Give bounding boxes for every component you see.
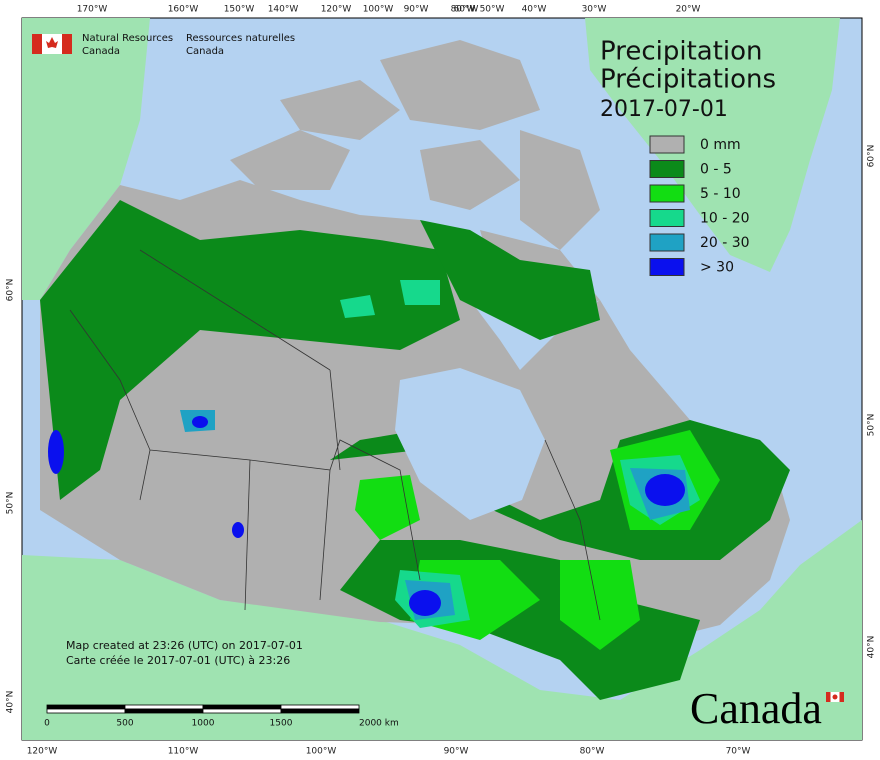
legend-label: > 30 bbox=[700, 260, 734, 276]
legend-label: 20 - 30 bbox=[700, 235, 750, 251]
longitude-label: 60°W bbox=[454, 5, 479, 15]
scale-segment bbox=[124, 708, 204, 714]
longitude-label: 140°W bbox=[268, 5, 299, 15]
legend-swatch bbox=[649, 160, 685, 178]
latitude-label: 60°N bbox=[6, 279, 16, 302]
legend-swatch bbox=[649, 184, 685, 203]
longitude-label: 150°W bbox=[224, 5, 255, 15]
flag-bar bbox=[32, 34, 42, 54]
agency-name: Natural Resources bbox=[82, 33, 173, 44]
scale-segment bbox=[280, 708, 360, 714]
nrcan-logo bbox=[32, 34, 72, 54]
province-boundary bbox=[69, 249, 601, 621]
latitude-label: 50°N bbox=[867, 414, 877, 437]
precip-zone bbox=[420, 220, 600, 340]
longitude-label: 80°W bbox=[451, 5, 476, 15]
longitude-label: 70°W bbox=[726, 747, 751, 757]
scale-label: 2000 km bbox=[359, 719, 399, 729]
scale-segment bbox=[124, 704, 204, 710]
latitude-label: 40°N bbox=[867, 636, 877, 659]
scale-label: 1500 bbox=[270, 719, 293, 729]
agency-name: Ressources naturelles bbox=[186, 33, 295, 44]
latitude-label: 60°N bbox=[867, 145, 877, 168]
agency-name: Canada bbox=[186, 46, 224, 57]
longitude-label: 30°W bbox=[582, 5, 607, 15]
agency-name: Canada bbox=[82, 46, 120, 57]
scale-label: 500 bbox=[116, 719, 133, 729]
longitude-label: 160°W bbox=[168, 5, 199, 15]
scale-label: 1000 bbox=[192, 719, 215, 729]
longitude-label: 40°W bbox=[522, 5, 547, 15]
longitude-label: 110°W bbox=[168, 747, 199, 757]
legend-label: 0 - 5 bbox=[700, 162, 732, 178]
latitude-label: 50°N bbox=[6, 492, 16, 515]
latitude-label: 40°N bbox=[6, 691, 16, 714]
precip-zone bbox=[48, 430, 64, 474]
map-title: Précipitations bbox=[600, 65, 776, 95]
map-title: 2017-07-01 bbox=[600, 97, 728, 122]
hudson-bay bbox=[395, 368, 545, 520]
precip-zone bbox=[645, 474, 685, 506]
precip-zone bbox=[40, 200, 460, 500]
scale-segment bbox=[46, 704, 126, 710]
legend-swatch bbox=[649, 258, 685, 276]
flag-bar bbox=[62, 34, 72, 54]
scale-segment bbox=[202, 704, 282, 710]
longitude-label: 100°W bbox=[306, 747, 337, 757]
map-created: Map created at 23:26 (UTC) on 2017-07-01 bbox=[66, 639, 303, 652]
scale-label: 0 bbox=[44, 719, 50, 729]
longitude-label: 90°W bbox=[404, 5, 429, 15]
legend-swatch bbox=[649, 209, 685, 227]
wordmark-leaf bbox=[832, 694, 838, 700]
maple-leaf bbox=[46, 37, 58, 48]
precip-zone bbox=[232, 522, 244, 538]
longitude-label: 120°W bbox=[321, 5, 352, 15]
longitude-label: 20°W bbox=[676, 5, 701, 15]
longitude-label: 120°W bbox=[27, 747, 58, 757]
legend-label: 0 mm bbox=[700, 137, 741, 153]
precip-zone bbox=[409, 590, 441, 616]
legend-label: 5 - 10 bbox=[700, 186, 741, 202]
map-created: Carte créée le 2017-07-01 (UTC) à 23:26 bbox=[66, 654, 290, 667]
longitude-label: 80°W bbox=[580, 747, 605, 757]
longitude-label: 170°W bbox=[77, 5, 108, 15]
scale-segment bbox=[280, 704, 360, 710]
map-frame bbox=[21, 17, 863, 741]
precip-zone bbox=[192, 416, 208, 428]
arctic-islands bbox=[230, 40, 600, 320]
greenland bbox=[585, 18, 840, 272]
map-title: Precipitation bbox=[600, 37, 763, 67]
legend-swatch bbox=[649, 233, 685, 252]
legend-swatch bbox=[649, 135, 685, 154]
scale-segment bbox=[46, 708, 126, 714]
alaska bbox=[22, 18, 150, 300]
longitude-label: 100°W bbox=[363, 5, 394, 15]
scale-segment bbox=[202, 708, 282, 714]
overlay: Natural Resources Canada Ressources nature… bbox=[6, 5, 877, 757]
legend-label: 10 - 20 bbox=[700, 211, 750, 227]
longitude-label: 50°W bbox=[480, 5, 505, 15]
canada-wordmark: Canada bbox=[690, 684, 822, 733]
longitude-label: 90°W bbox=[444, 747, 469, 757]
